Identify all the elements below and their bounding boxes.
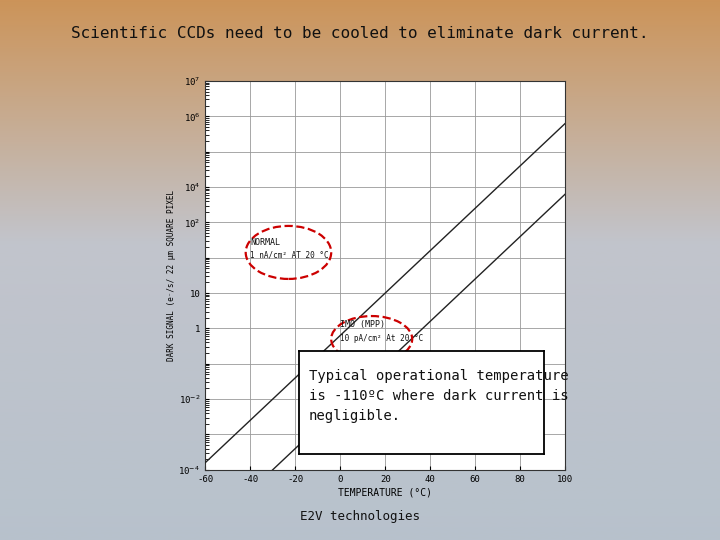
Text: 1 nA/cm² AT 20 °C: 1 nA/cm² AT 20 °C bbox=[250, 251, 329, 260]
Text: IMO (MPP): IMO (MPP) bbox=[340, 320, 385, 329]
Y-axis label: DARK SIGNAL (e⁻/s/ 22 μm SQUARE PIXEL: DARK SIGNAL (e⁻/s/ 22 μm SQUARE PIXEL bbox=[167, 190, 176, 361]
Text: E2V technologies: E2V technologies bbox=[300, 510, 420, 523]
Text: 10 pA/cm² At 20 °C: 10 pA/cm² At 20 °C bbox=[340, 334, 423, 343]
Text: NORMAL: NORMAL bbox=[250, 238, 280, 247]
Text: Typical operational temperature
is -110ºC where dark current is
negligible.: Typical operational temperature is -110º… bbox=[309, 369, 568, 423]
X-axis label: TEMPERATURE (°C): TEMPERATURE (°C) bbox=[338, 488, 432, 498]
Text: Scientific CCDs need to be cooled to eliminate dark current.: Scientific CCDs need to be cooled to eli… bbox=[71, 26, 649, 41]
